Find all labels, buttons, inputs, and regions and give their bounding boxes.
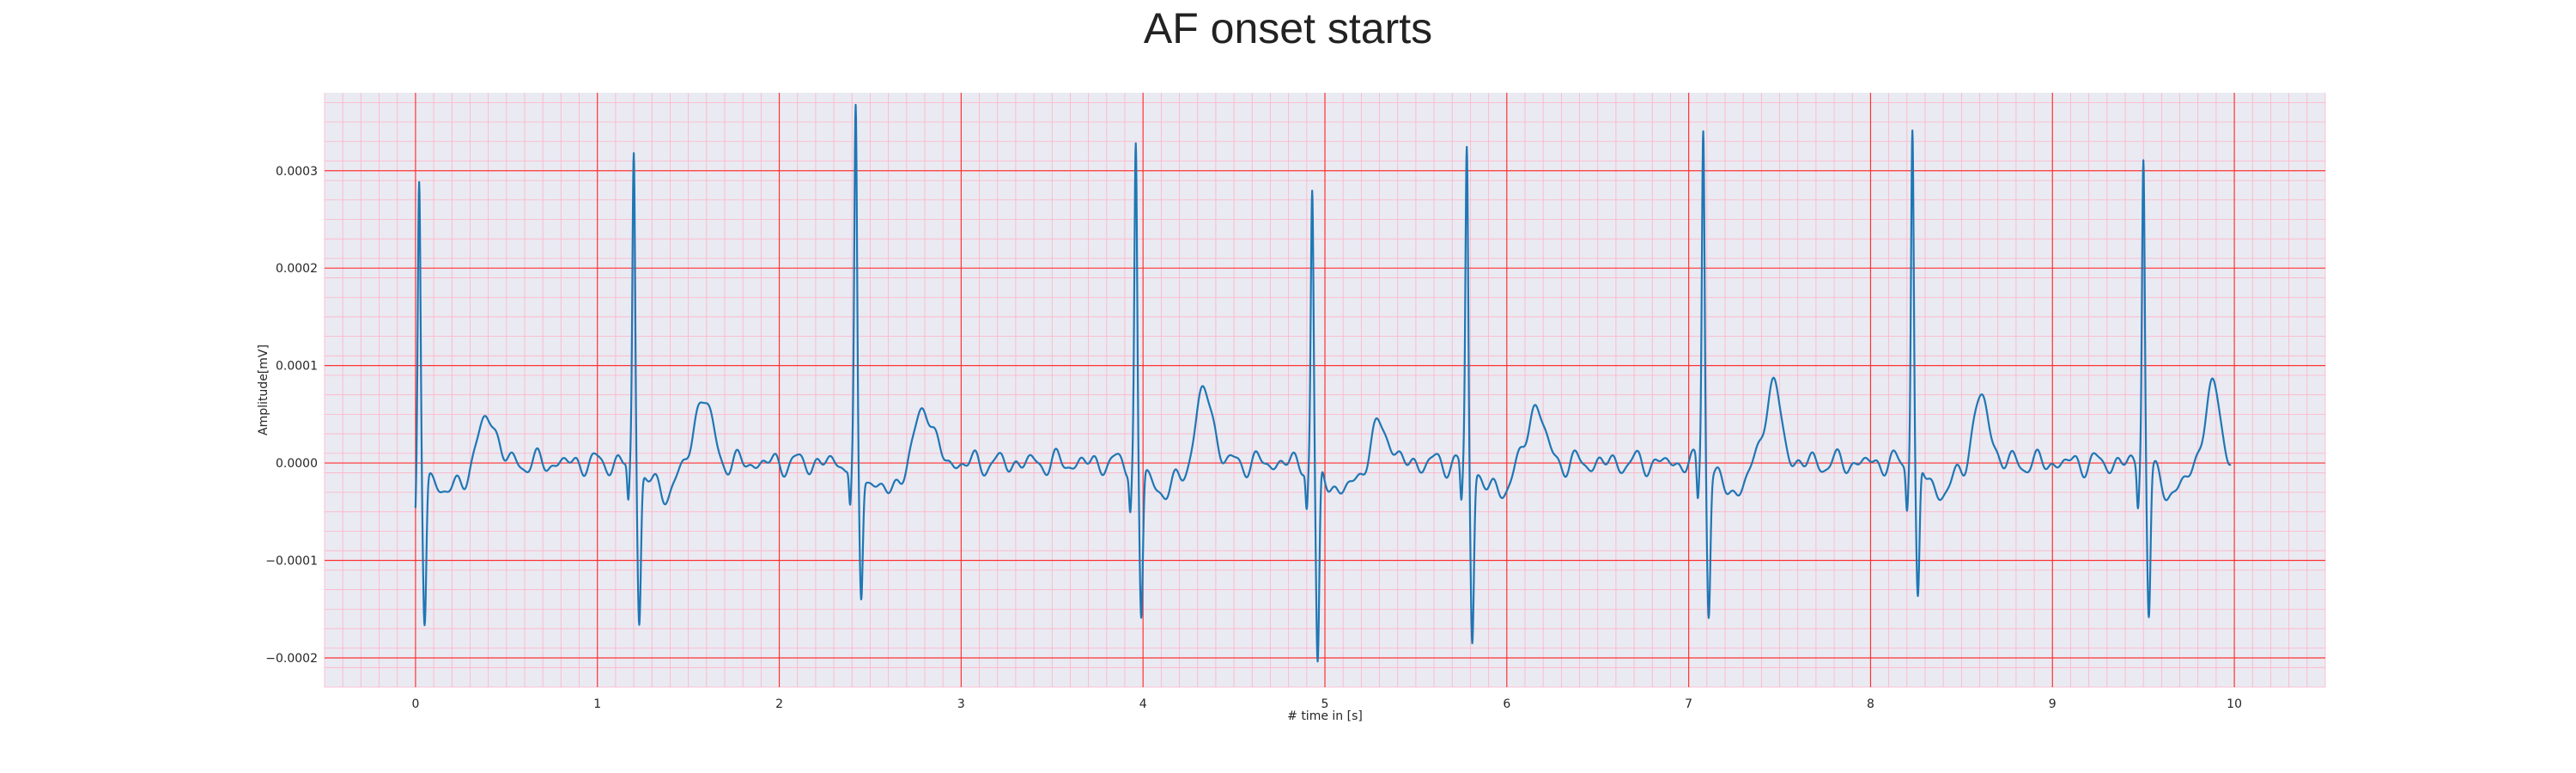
chart-title: AF onset starts — [1143, 4, 1433, 52]
x-tick-label: 4 — [1139, 697, 1147, 711]
major-grid — [325, 93, 2325, 687]
x-tick-label: 6 — [1503, 697, 1510, 711]
x-axis-ticks: 0 1 2 3 4 5 6 7 8 9 10 — [411, 697, 2242, 711]
y-tick-label: −0.0002 — [265, 652, 318, 666]
x-tick-label: 2 — [775, 697, 783, 711]
y-tick-label: 0.0000 — [276, 457, 318, 471]
ecg-series — [414, 103, 2232, 663]
x-tick-label: 10 — [2227, 697, 2242, 711]
x-tick-label: 9 — [2049, 697, 2057, 711]
x-tick-label: 7 — [1685, 697, 1692, 711]
y-tick-label: 0.0002 — [276, 262, 318, 276]
x-tick-label: 8 — [1867, 697, 1874, 711]
y-tick-label: 0.0003 — [276, 165, 318, 179]
ecg-line — [414, 103, 2232, 663]
x-tick-label: 1 — [593, 697, 601, 711]
y-tick-label: 0.0001 — [276, 360, 318, 374]
y-axis-label: Amplitude[mV] — [257, 344, 270, 435]
x-axis-label: # time in [s] — [1287, 709, 1363, 723]
y-tick-label: −0.0001 — [265, 555, 318, 569]
x-tick-label: 3 — [957, 697, 965, 711]
y-axis-ticks: −0.0002 −0.0001 0.0000 0.0001 0.0002 0.0003 — [265, 165, 318, 666]
x-tick-label: 5 — [1321, 697, 1329, 711]
x-tick-label: 0 — [411, 697, 419, 711]
